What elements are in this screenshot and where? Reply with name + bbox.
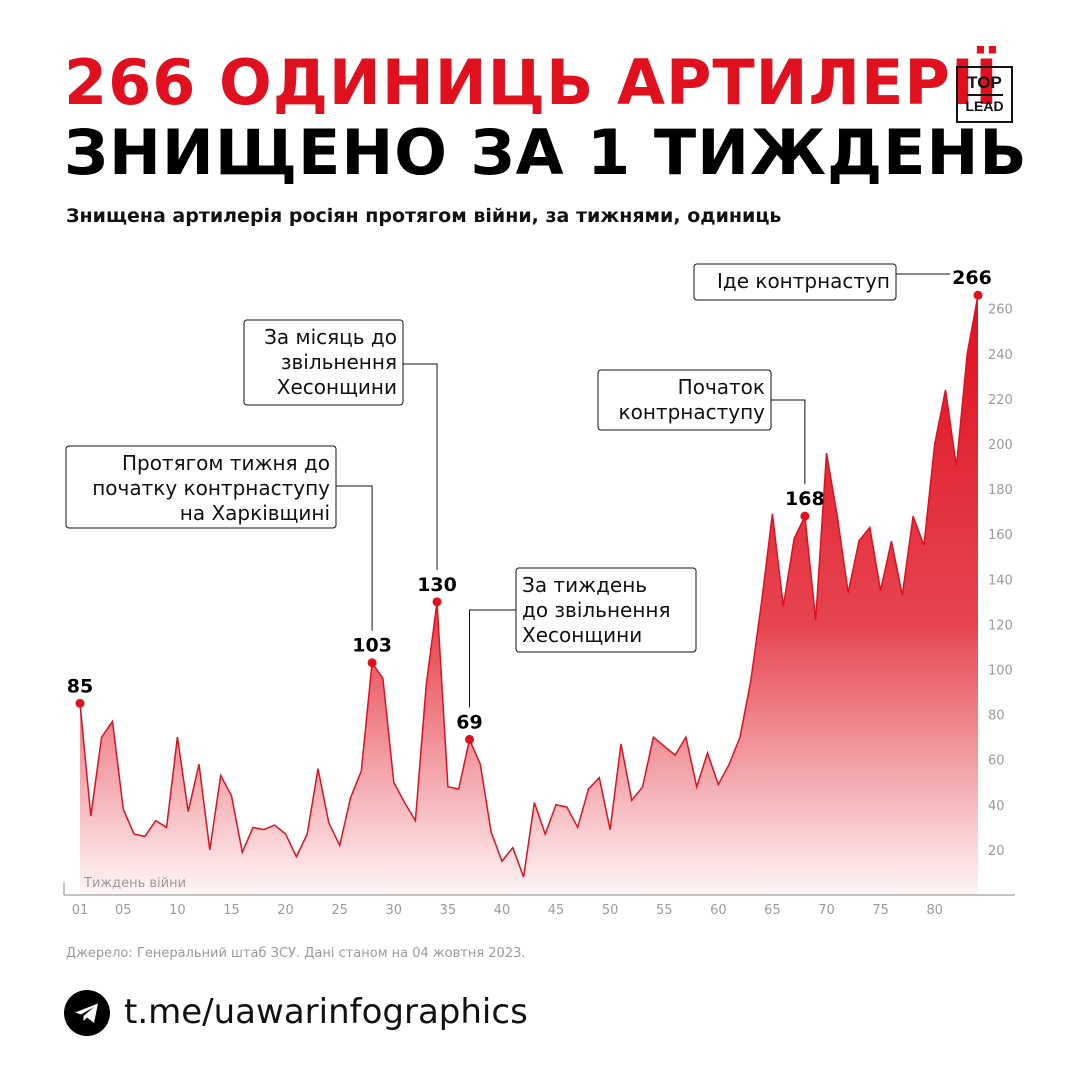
x-tick-label: 80 xyxy=(926,903,943,918)
callout-text: Початок контрнаступу xyxy=(619,375,766,424)
y-tick-label: 20 xyxy=(988,844,1005,859)
headline-line-1: 266 ОДИНИЦЬ АРТИЛЕРІЇ xyxy=(64,46,999,119)
logo-bottom-text: LEAD xyxy=(965,98,1004,114)
callout-text: За тиждень до звільнення Хесонщини xyxy=(522,573,671,647)
data-label: 85 xyxy=(67,675,93,697)
callout-box xyxy=(515,567,697,653)
callout-box xyxy=(597,369,772,431)
y-tick-label: 240 xyxy=(988,348,1013,363)
series-line xyxy=(79,295,979,878)
x-tick-label: 60 xyxy=(710,903,727,918)
callout-box xyxy=(693,263,897,301)
callout-leader xyxy=(403,363,438,570)
artillery-area-chart: Тиждень війни 01 05 10 15 20 25 30 35 40 45 50 55 60 6… xyxy=(63,263,1015,918)
y-tick-label: 160 xyxy=(988,528,1013,543)
highlight-dot xyxy=(464,734,474,744)
y-tick-label: 200 xyxy=(988,438,1013,453)
data-label: 103 xyxy=(352,635,392,657)
y-tick-label: 80 xyxy=(988,709,1005,724)
x-tick-label: 15 xyxy=(223,903,240,918)
callout-text: Протягом тижня до початку контрнаступу на … xyxy=(92,451,330,525)
x-tick-label: 40 xyxy=(494,903,511,918)
y-tick-label: 100 xyxy=(988,664,1013,679)
callout-leader xyxy=(771,399,806,485)
callout-text: За місяць до звільнення Хесонщини xyxy=(264,325,397,399)
x-tick-label: 25 xyxy=(331,903,348,918)
x-tick-label: 65 xyxy=(764,903,781,918)
highlight-dot xyxy=(973,290,983,300)
y-tick-label: 60 xyxy=(988,754,1005,769)
y-tick-label: 220 xyxy=(988,393,1013,408)
y-tick-label: 260 xyxy=(988,303,1013,318)
callout-leader xyxy=(468,609,516,708)
data-label: 168 xyxy=(785,488,825,510)
toplead-logo: TOP LEAD xyxy=(956,66,1013,123)
source-note: Джерело: Генеральний штаб ЗСУ. Дані стан… xyxy=(66,946,526,961)
logo-divider xyxy=(966,94,1003,96)
highlight-dot xyxy=(800,511,810,521)
callout-leader xyxy=(336,485,373,631)
x-axis-label: Тиждень війни xyxy=(83,876,186,891)
x-tick-label: 30 xyxy=(385,903,402,918)
x-tick-label: 01 xyxy=(72,903,89,918)
x-tick-label: 35 xyxy=(440,903,457,918)
x-tick-label: 55 xyxy=(656,903,673,918)
callout-text: Іде контрнаступ xyxy=(717,269,890,293)
x-tick-label: 45 xyxy=(548,903,565,918)
y-tick-label: 120 xyxy=(988,618,1013,633)
telegram-icon xyxy=(64,990,110,1036)
data-label: 266 xyxy=(952,267,992,289)
highlight-dot xyxy=(75,698,85,708)
y-tick-label: 140 xyxy=(988,573,1013,588)
x-tick-label: 10 xyxy=(169,903,186,918)
chart-subtitle: Знищена артилерія росіян протягом війни,… xyxy=(66,205,782,227)
data-label: 130 xyxy=(417,574,457,596)
y-tick-label: 40 xyxy=(988,799,1005,814)
telegram-channel-link[interactable]: t.me/uawarinfographics xyxy=(124,992,528,1032)
x-tick-label: 75 xyxy=(872,903,889,918)
highlight-dot xyxy=(432,597,442,607)
area-fill xyxy=(80,295,978,895)
headline-line-2: ЗНИЩЕНО ЗА 1 ТИЖДЕНЬ xyxy=(64,116,1028,189)
y-tick-label: 180 xyxy=(988,483,1013,498)
x-tick-label: 70 xyxy=(818,903,835,918)
highlight-dot xyxy=(367,658,377,668)
logo-top-text: TOP xyxy=(967,73,1002,92)
x-tick-label: 50 xyxy=(602,903,619,918)
x-tick-label: 20 xyxy=(277,903,294,918)
callout-box xyxy=(243,319,404,406)
x-tick-label: 05 xyxy=(115,903,132,918)
data-label: 69 xyxy=(456,711,482,733)
callout-box xyxy=(65,445,337,529)
